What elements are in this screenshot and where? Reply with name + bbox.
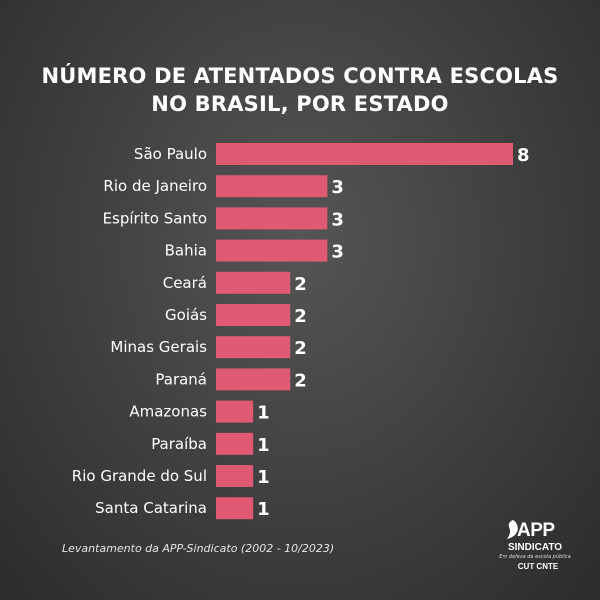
bar-rio-de-janeiro: [216, 175, 328, 198]
value-label-parana: 2: [294, 370, 307, 391]
logo-affiliations: CUT CNTE: [517, 562, 559, 571]
value-label-amazonas: 1: [257, 403, 270, 424]
bar-ceara: [216, 271, 291, 294]
bar-minas-gerais: [216, 336, 291, 359]
bar-rio-grande-do-sul: [216, 465, 254, 487]
value-label-espirito-santo: 3: [331, 209, 344, 230]
category-label-ceara: Ceará: [163, 274, 207, 292]
category-label-amazonas: Amazonas: [129, 403, 207, 421]
logo-tagline: Em defesa da escola pública: [499, 554, 571, 560]
category-label-santa-catarina: Santa Catarina: [95, 499, 207, 517]
value-label-goias: 2: [294, 306, 307, 327]
logo-figure-icon: [507, 520, 518, 539]
value-label-ceara: 2: [294, 274, 307, 295]
chart-title: NÚMERO DE ATENTADOS CONTRA ESCOLAS NO BR…: [0, 62, 600, 118]
bar-goias: [216, 304, 291, 326]
value-label-santa-catarina: 1: [257, 499, 270, 520]
value-label-paraiba: 1: [257, 435, 270, 456]
app-sindicato-logo: APP SINDICATO Em defesa da escola públic…: [493, 518, 573, 578]
value-label-bahia: 3: [331, 242, 344, 263]
bar-sao-paulo: [216, 143, 513, 165]
bar-espirito-santo: [216, 207, 328, 230]
category-label-espirito-santo: Espírito Santo: [103, 209, 207, 227]
value-label-rio-grande-do-sul: 1: [257, 467, 270, 488]
value-label-sao-paulo: 8: [517, 145, 530, 166]
category-label-rio-grande-do-sul: Rio Grande do Sul: [72, 467, 207, 485]
value-label-minas-gerais: 2: [294, 338, 307, 359]
chart-title-line-1: NÚMERO DE ATENTADOS CONTRA ESCOLAS: [41, 64, 559, 88]
logo-name: APP: [517, 520, 555, 541]
logo-subtitle: SINDICATO: [507, 542, 563, 553]
category-label-bahia: Bahia: [165, 242, 207, 260]
category-label-parana: Paraná: [155, 370, 207, 388]
source-footnote: Levantamento da APP-Sindicato (2002 - 10…: [62, 542, 335, 555]
category-label-minas-gerais: Minas Gerais: [110, 338, 207, 356]
bar-parana: [216, 368, 291, 391]
category-label-rio-de-janeiro: Rio de Janeiro: [103, 177, 207, 195]
category-label-goias: Goiás: [165, 306, 207, 324]
bar-santa-catarina: [216, 497, 254, 520]
chart-title-line-2: NO BRASIL, POR ESTADO: [151, 92, 449, 116]
bar-paraiba: [216, 432, 254, 455]
value-label-rio-de-janeiro: 3: [331, 177, 344, 198]
category-label-paraiba: Paraíba: [151, 435, 207, 453]
bar-bahia: [216, 239, 328, 262]
bar-amazonas: [216, 400, 254, 423]
category-label-sao-paulo: São Paulo: [134, 145, 207, 163]
